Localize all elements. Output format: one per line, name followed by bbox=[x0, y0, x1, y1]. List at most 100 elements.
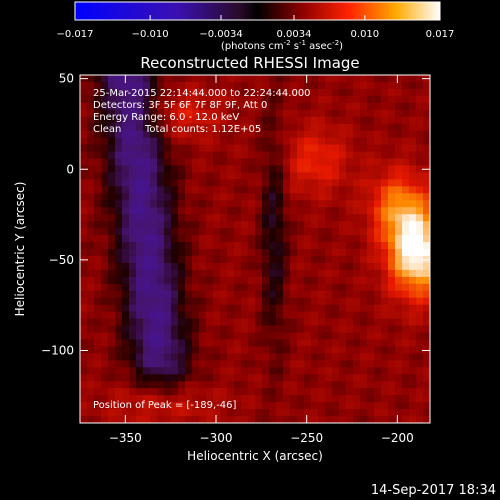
heatmap-cell bbox=[416, 158, 424, 166]
heatmap-cell bbox=[101, 416, 109, 423]
heatmap-cell bbox=[311, 311, 319, 319]
heatmap-cell bbox=[262, 318, 270, 326]
heatmap-cell bbox=[402, 186, 410, 194]
heatmap-cell bbox=[402, 235, 410, 243]
heatmap-cell bbox=[416, 228, 424, 236]
heatmap-cell bbox=[164, 290, 172, 299]
heatmap-cell bbox=[262, 172, 270, 180]
heatmap-cell bbox=[374, 165, 382, 173]
heatmap-cell bbox=[388, 318, 396, 326]
heatmap-cell bbox=[143, 228, 151, 236]
heatmap-cell bbox=[255, 130, 263, 139]
heatmap-cell bbox=[115, 325, 123, 333]
heatmap-cell bbox=[122, 102, 130, 111]
heatmap-cell bbox=[318, 409, 326, 417]
heatmap-cell bbox=[360, 228, 368, 236]
heatmap-cell bbox=[416, 207, 424, 215]
heatmap-cell bbox=[157, 75, 165, 83]
heatmap-cell bbox=[157, 165, 165, 173]
heatmap-cell bbox=[101, 193, 109, 201]
heatmap-cell bbox=[122, 165, 130, 173]
heatmap-cell bbox=[416, 193, 424, 201]
heatmap-cell bbox=[290, 402, 298, 410]
heatmap-cell bbox=[276, 235, 284, 243]
heatmap-cell bbox=[290, 102, 298, 111]
heatmap-cell bbox=[108, 318, 116, 326]
heatmap-cell bbox=[122, 151, 130, 159]
heatmap-cell bbox=[423, 325, 430, 333]
heatmap-cell bbox=[346, 95, 354, 104]
heatmap-cell bbox=[283, 388, 291, 396]
heatmap-cell bbox=[416, 200, 424, 208]
heatmap-cell bbox=[220, 395, 228, 403]
heatmap-cell bbox=[227, 200, 235, 208]
heatmap-cell bbox=[241, 325, 249, 333]
heatmap-cell bbox=[248, 221, 256, 229]
heatmap-cell bbox=[220, 388, 228, 396]
annotation-detectors: Detectors: 3F 5F 6F 7F 8F 9F, Att 0 bbox=[93, 100, 267, 111]
heatmap-cell bbox=[339, 186, 347, 194]
heatmap-cell bbox=[220, 297, 228, 306]
heatmap-cell bbox=[374, 137, 382, 145]
heatmap-cell bbox=[157, 137, 165, 145]
heatmap-cell bbox=[304, 318, 312, 326]
heatmap-cell bbox=[423, 374, 430, 382]
heatmap-cell bbox=[276, 109, 284, 118]
heatmap-cell bbox=[402, 221, 410, 229]
heatmap-cell bbox=[339, 332, 347, 340]
heatmap-cell bbox=[304, 325, 312, 333]
heatmap-cell bbox=[332, 269, 340, 278]
heatmap-cell bbox=[304, 165, 312, 173]
heatmap-cell bbox=[87, 360, 95, 368]
heatmap-cell bbox=[360, 269, 368, 278]
heatmap-cell bbox=[297, 214, 305, 222]
heatmap-cell bbox=[276, 207, 284, 215]
heatmap-cell bbox=[269, 137, 277, 145]
heatmap-cell bbox=[318, 269, 326, 278]
heatmap-cell bbox=[423, 172, 430, 180]
heatmap-cell bbox=[388, 172, 396, 180]
heatmap-cell bbox=[283, 200, 291, 208]
heatmap-cell bbox=[129, 353, 137, 361]
heatmap-cell bbox=[325, 179, 333, 187]
heatmap-cell bbox=[283, 137, 291, 145]
heatmap-cell bbox=[339, 158, 347, 166]
heatmap-cell bbox=[213, 381, 221, 389]
heatmap-cell bbox=[325, 416, 333, 423]
heatmap-cell bbox=[213, 123, 221, 132]
heatmap-cell bbox=[164, 374, 172, 382]
heatmap-cell bbox=[297, 409, 305, 417]
heatmap-cell bbox=[220, 346, 228, 354]
heatmap-cell bbox=[192, 304, 200, 313]
heatmap-cell bbox=[304, 207, 312, 215]
heatmap-cell bbox=[283, 262, 291, 271]
heatmap-cell bbox=[374, 255, 382, 264]
heatmap-cell bbox=[276, 144, 284, 152]
heatmap-cell bbox=[101, 95, 109, 104]
heatmap-cell bbox=[255, 388, 263, 396]
heatmap-cell bbox=[318, 339, 326, 347]
heatmap-cell bbox=[297, 360, 305, 368]
heatmap-cell bbox=[101, 109, 109, 118]
heatmap-cell bbox=[255, 367, 263, 375]
heatmap-cell bbox=[297, 193, 305, 201]
heatmap-cell bbox=[241, 151, 249, 159]
heatmap-cell bbox=[297, 416, 305, 423]
heatmap-cell bbox=[220, 186, 228, 194]
heatmap-cell bbox=[206, 151, 214, 159]
heatmap-cell bbox=[283, 360, 291, 368]
heatmap-cell bbox=[241, 235, 249, 243]
heatmap-cell bbox=[297, 276, 305, 285]
heatmap-cell bbox=[157, 242, 165, 250]
heatmap-cell bbox=[360, 102, 368, 111]
heatmap-cell bbox=[409, 75, 417, 83]
heatmap-cell bbox=[213, 228, 221, 236]
x-tick-label: −350 bbox=[109, 431, 142, 445]
heatmap-cell bbox=[416, 130, 424, 139]
heatmap-cell bbox=[395, 158, 403, 166]
heatmap-cell bbox=[227, 75, 235, 83]
heatmap-cell bbox=[143, 269, 151, 278]
heatmap-cell bbox=[206, 200, 214, 208]
heatmap-cell bbox=[423, 249, 430, 257]
heatmap-cell bbox=[297, 381, 305, 389]
